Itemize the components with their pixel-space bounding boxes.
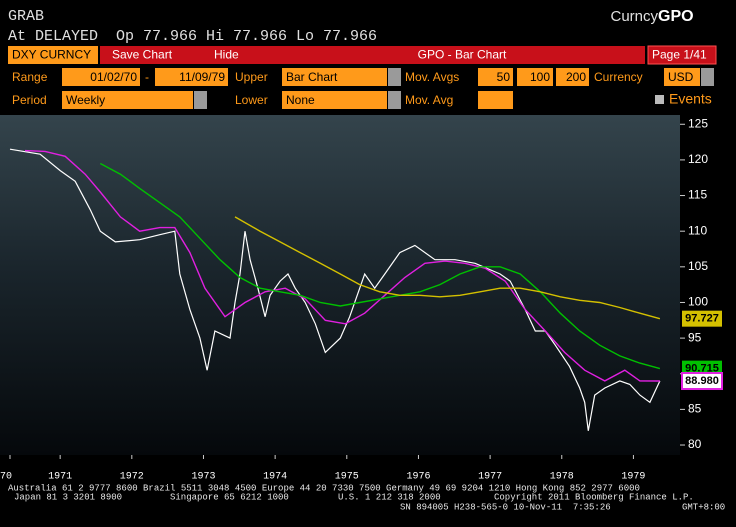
last-value-label: 90.715 bbox=[685, 363, 719, 375]
mov-avg-input[interactable] bbox=[556, 68, 589, 86]
security-box[interactable] bbox=[8, 46, 98, 64]
y-tick-label: 100 bbox=[688, 295, 708, 309]
dash: - bbox=[145, 70, 149, 84]
dropdown-button[interactable] bbox=[701, 68, 714, 86]
footer-text: Japan 81 3 3201 8900 bbox=[14, 492, 122, 502]
footer-text: GMT+8:00 bbox=[682, 502, 725, 512]
x-tick-label: 1979 bbox=[621, 472, 645, 483]
x-tick-label: 1977 bbox=[478, 472, 502, 483]
mov-avg-label: Mov. Avg bbox=[405, 93, 453, 107]
function: GPO bbox=[658, 8, 694, 25]
last-value-label: 97.727 bbox=[685, 313, 719, 325]
page[interactable]: Page 1/41 bbox=[652, 48, 707, 62]
status: At DELAYED Op 77.966 Hi 77.966 Lo 77.966 bbox=[8, 28, 377, 45]
series-line bbox=[24, 149, 660, 382]
footer-text: Copyright 2011 Bloomberg Finance L.P. bbox=[494, 492, 694, 502]
mov-avg[interactable]: 50 bbox=[497, 70, 511, 84]
footer-text: Australia 61 2 9777 8600 Brazil 5511 304… bbox=[8, 483, 640, 493]
series-line bbox=[9, 148, 661, 431]
y-tick-label: 110 bbox=[688, 223, 707, 237]
upper-label: Upper bbox=[235, 70, 268, 84]
end[interactable]: 11/09/79 bbox=[179, 70, 225, 84]
plot-area bbox=[0, 115, 680, 455]
y-tick-label: 120 bbox=[688, 152, 708, 166]
toolbar-title: GPO - Bar Chart bbox=[418, 48, 507, 62]
dropdown-button[interactable] bbox=[388, 91, 401, 109]
currency[interactable]: USD bbox=[668, 70, 694, 84]
lower-label: Lower bbox=[235, 93, 268, 107]
series-line bbox=[99, 162, 661, 370]
security[interactable]: DXY CURNCY bbox=[12, 48, 91, 62]
mov-avgs-label: Mov. Avgs bbox=[405, 70, 459, 84]
mov-avg[interactable]: 100 bbox=[530, 70, 550, 84]
range-label: Range bbox=[12, 70, 48, 84]
y-tick-label: 95 bbox=[688, 330, 702, 344]
mov-avg-input[interactable] bbox=[478, 91, 513, 109]
events[interactable]: Events bbox=[669, 91, 712, 107]
y-tick-label: 115 bbox=[688, 188, 707, 202]
x-tick-label: 1974 bbox=[263, 472, 287, 483]
upper[interactable]: Bar Chart bbox=[286, 70, 338, 84]
last-value-label: 88.980 bbox=[685, 375, 719, 387]
period-select[interactable] bbox=[62, 91, 193, 109]
events-checkbox[interactable] bbox=[655, 95, 664, 104]
x-tick-label: 1972 bbox=[120, 472, 144, 483]
end-input[interactable] bbox=[155, 68, 228, 86]
x-tick-label: 70 bbox=[0, 472, 12, 483]
x-tick-label: 1975 bbox=[335, 472, 359, 483]
series-line bbox=[234, 216, 661, 320]
upper-select[interactable] bbox=[282, 68, 387, 86]
y-tick-label: 85 bbox=[688, 402, 702, 416]
last-value-box bbox=[681, 372, 723, 391]
page-box[interactable] bbox=[647, 45, 717, 65]
x-tick-label: 1973 bbox=[191, 472, 215, 483]
period[interactable]: Weekly bbox=[66, 93, 105, 107]
save-button[interactable]: Save Chart bbox=[112, 48, 173, 62]
currency-select[interactable] bbox=[664, 68, 700, 86]
lower[interactable]: None bbox=[286, 93, 315, 107]
x-tick-label: 1976 bbox=[406, 472, 430, 483]
hide-button[interactable]: Hide bbox=[214, 48, 239, 62]
start-input[interactable] bbox=[62, 68, 140, 86]
x-tick-label: 1978 bbox=[550, 472, 574, 483]
footer-text: U.S. 1 212 318 2000 bbox=[338, 492, 441, 502]
start[interactable]: 01/02/70 bbox=[90, 70, 137, 84]
y-tick-label: 105 bbox=[688, 259, 708, 273]
dropdown-button[interactable] bbox=[194, 91, 207, 109]
dropdown-button[interactable] bbox=[388, 68, 401, 86]
mov-avg[interactable]: 200 bbox=[566, 70, 586, 84]
ticker: GRAB bbox=[8, 8, 44, 25]
y-tick-label: 80 bbox=[688, 437, 702, 451]
y-tick-label: 125 bbox=[688, 116, 708, 130]
currency-label: Currency bbox=[594, 70, 643, 84]
footer-text: Singapore 65 6212 1000 bbox=[170, 492, 289, 502]
toolbar bbox=[100, 46, 645, 64]
mov-avg-input[interactable] bbox=[478, 68, 513, 86]
lower-select[interactable] bbox=[282, 91, 387, 109]
footer-text: SN 894005 H238-565-0 10-Nov-11 7:35:26 bbox=[400, 502, 611, 512]
mov-avg-input[interactable] bbox=[517, 68, 553, 86]
x-tick-label: 1971 bbox=[48, 472, 72, 483]
last-value-box bbox=[682, 310, 722, 327]
period-label: Period bbox=[12, 93, 47, 107]
market: Curncy bbox=[610, 8, 658, 25]
